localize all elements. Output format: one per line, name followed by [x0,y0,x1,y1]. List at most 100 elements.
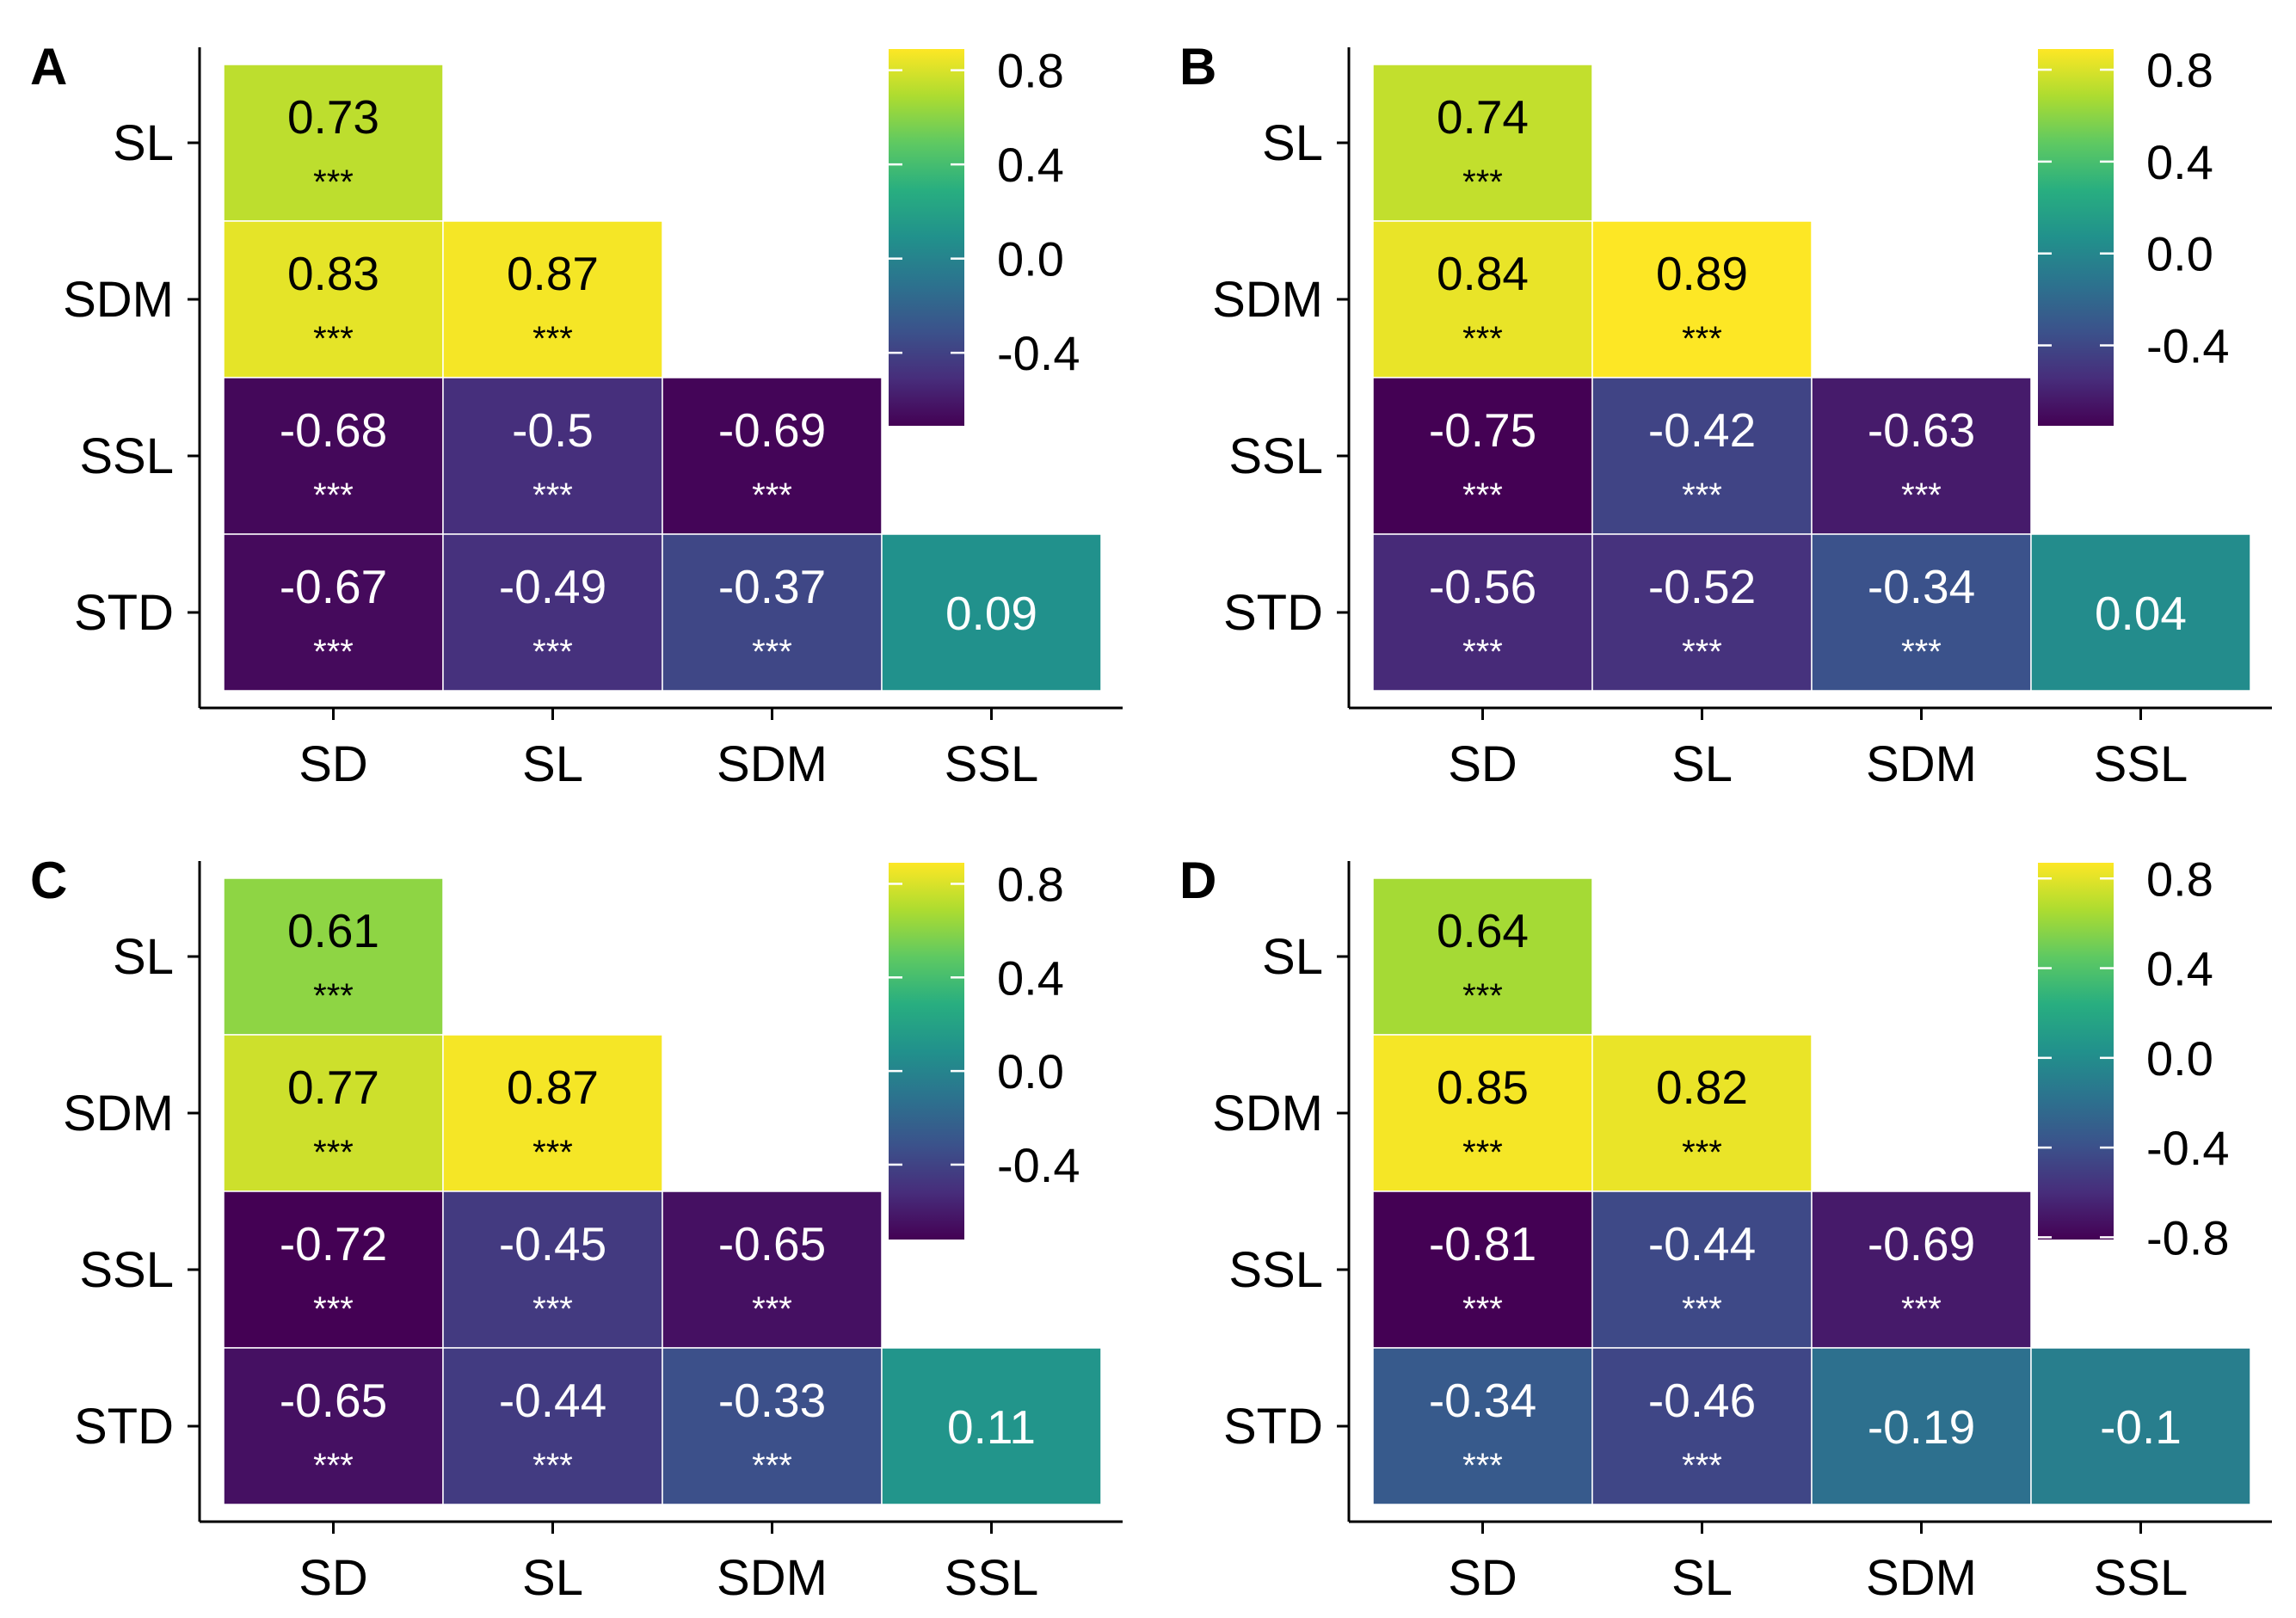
cell-value-label: -0.56 [1429,560,1536,613]
heatmap-cell [662,533,883,692]
cell-value-label: -0.34 [1868,560,1975,613]
cell-value-label: -0.81 [1429,1217,1536,1270]
cell-significance-label: *** [1462,477,1503,514]
colorbar [2038,49,2114,426]
colorbar-tick-label: 0.4 [2146,135,2213,189]
x-tick-label: SD [1448,736,1517,792]
heatmap-cell [1591,1034,1813,1192]
heatmap-cell [1591,220,1813,378]
cell-significance-label: *** [1901,477,1942,514]
cell-significance-label: *** [752,1290,792,1328]
panel-a: A 0.73 *** 0.83 *** 0.87 *** -0.68 *** -0.5 *** -0.… [30,38,1123,792]
x-tick-label: SDM [717,736,828,792]
heatmap-cell [442,377,663,535]
x-tick-label: SDM [717,1550,828,1606]
heatmap-cell [1591,1347,1813,1505]
heatmap-cell [223,1034,444,1192]
cell-value-label: 0.04 [2095,587,2187,640]
x-tick-label: SDM [1866,1550,1977,1606]
heatmap-cell [223,1190,444,1349]
heatmap-cell [2030,1347,2251,1505]
heatmap-cell [1811,533,2032,692]
x-tick-label: SSL [2094,736,2188,792]
y-tick-label: STD [74,1399,174,1455]
colorbar [889,49,964,426]
cell-significance-label: *** [1682,477,1722,514]
cell-significance-label: *** [1682,1290,1722,1328]
heatmap-cell [1811,377,2032,535]
heatmap-cell [223,877,444,1036]
heatmap-cell [1372,1190,1593,1349]
cell-value-label: -0.49 [499,560,606,613]
cell-significance-label: *** [752,477,792,514]
heatmap-cell [1372,377,1593,535]
cell-significance-label: *** [1901,633,1942,671]
heatmap-cell [1372,220,1593,378]
cell-significance-label: *** [532,1134,573,1172]
heatmap-cell [442,220,663,378]
cell-value-label: 0.87 [507,1061,599,1114]
heatmap-cell [881,1347,1102,1505]
cell-significance-label: *** [752,633,792,671]
colorbar-tick-label: -0.4 [997,1138,1080,1192]
y-tick-label: SSL [79,428,174,484]
cell-value-label: 0.85 [1437,1061,1529,1114]
cell-value-label: 0.83 [287,247,379,300]
x-tick-label: SD [1448,1550,1517,1606]
cell-value-label: 0.89 [1656,247,1748,300]
colorbar-tick-label: 0.4 [997,950,1064,1005]
cell-significance-label: *** [313,1290,354,1328]
cell-value-label: -0.1 [2100,1400,2182,1454]
cell-significance-label: *** [1901,1290,1942,1328]
cell-value-label: -0.52 [1648,560,1756,613]
cell-significance-label: *** [532,633,573,671]
cell-significance-label: *** [1682,1447,1722,1485]
cell-value-label: -0.19 [1868,1400,1975,1454]
cell-significance-label: *** [1682,1134,1722,1172]
cell-value-label: -0.65 [718,1217,826,1270]
y-tick-label: SSL [1228,1242,1323,1298]
colorbar-tick-label: -0.4 [2146,319,2230,373]
cell-significance-label: *** [1682,320,1722,358]
y-tick-label: SSL [1228,428,1323,484]
heatmap-cell [1372,64,1593,222]
cell-value-label: -0.65 [280,1374,387,1427]
heatmap-cell [1372,1034,1593,1192]
colorbar-tick-label: 0.8 [997,857,1064,911]
colorbar-tick-label: 0.8 [2146,43,2213,97]
cell-significance-label: *** [532,320,573,358]
x-tick-label: SSL [945,736,1039,792]
cell-significance-label: *** [1462,633,1503,671]
panel-letter: D [1179,852,1216,909]
heatmap-cell [223,220,444,378]
y-tick-label: SDM [1212,272,1323,328]
cell-value-label: -0.37 [718,560,826,613]
heatmap-cell [662,1347,883,1505]
panel-letter: C [30,852,67,909]
heatmap-cell [1372,533,1593,692]
colorbar-tick-label: 0.8 [997,44,1064,98]
colorbar-tick-label: -0.4 [2146,1121,2230,1175]
cell-significance-label: *** [313,477,354,514]
x-tick-label: SDM [1866,736,1977,792]
y-tick-label: SL [1262,115,1323,171]
y-tick-label: SDM [1212,1086,1323,1141]
panel-letter: B [1179,38,1216,95]
cell-significance-label: *** [313,633,354,671]
cell-significance-label: *** [1462,163,1503,201]
heatmap-cell [223,1347,444,1505]
panel-d: D 0.64 *** 0.85 *** 0.82 *** -0.81 *** -0.44 *** -0… [1179,852,2272,1606]
x-tick-label: SD [299,736,368,792]
x-tick-label: SL [522,1550,583,1606]
cell-value-label: -0.45 [499,1217,606,1270]
colorbar-tick-label: 0.0 [997,232,1064,286]
cell-value-label: 0.61 [287,904,379,957]
cell-value-label: 0.82 [1656,1061,1748,1114]
colorbar-tick-label: -0.8 [2146,1210,2230,1264]
cell-value-label: -0.33 [718,1374,826,1427]
heatmap-cell [223,377,444,535]
cell-value-label: -0.68 [280,403,387,457]
heatmap-cell [223,533,444,692]
cell-value-label: 0.84 [1437,247,1529,300]
cell-significance-label: *** [532,1290,573,1328]
